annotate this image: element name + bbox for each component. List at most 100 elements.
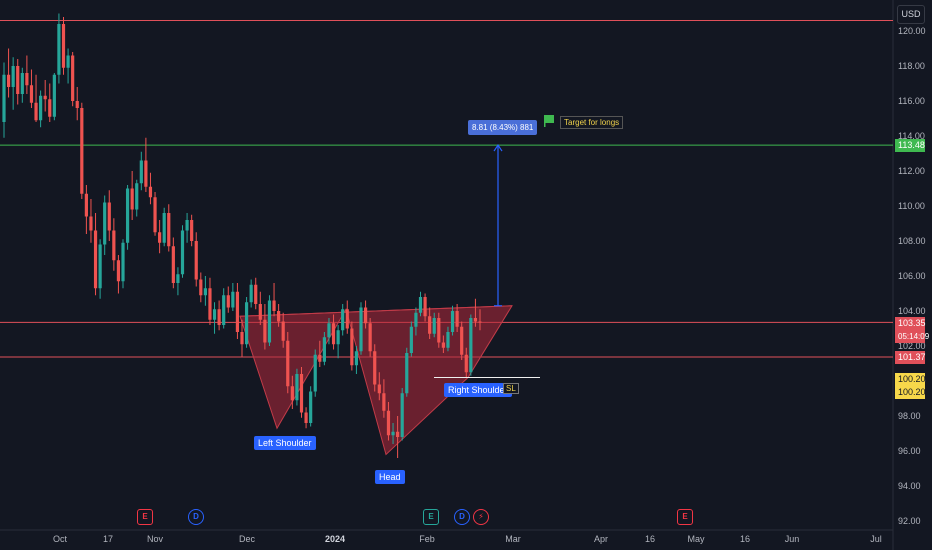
measure-label[interactable]: 8.81 (8.43%) 881 <box>468 120 538 135</box>
price-tick-label: 120.00 <box>898 26 926 36</box>
candle-body <box>11 66 15 87</box>
candle-body <box>258 304 262 320</box>
candle-body <box>139 160 143 184</box>
earnings-event-icon[interactable]: E <box>677 509 693 525</box>
measure-arrowhead <box>493 144 503 152</box>
price-tick-label: 112.00 <box>898 166 925 176</box>
candle-body <box>331 323 336 345</box>
candle-body <box>373 351 377 385</box>
split-event-icon[interactable]: ⚡ <box>473 509 489 525</box>
candle-body <box>473 318 478 322</box>
candle-body <box>414 312 418 327</box>
support-price-tag: 101.37 <box>895 351 926 364</box>
candle-body <box>359 307 363 352</box>
target-label[interactable]: Target for longs <box>560 116 624 129</box>
neckline <box>239 305 513 317</box>
candle-body <box>6 74 11 87</box>
candle-body <box>386 410 391 436</box>
time-tick-label: Oct <box>52 534 68 544</box>
candle-body <box>290 386 294 401</box>
stop-price-tag-2: 100.20 <box>895 386 926 399</box>
head-label[interactable]: Head <box>375 470 405 484</box>
candle-body <box>52 74 56 117</box>
candle-body <box>25 73 29 86</box>
earnings-event-icon[interactable]: E <box>137 509 153 525</box>
candle-body <box>345 309 349 329</box>
candle-body <box>322 337 326 362</box>
time-tick-label: 2024 <box>324 534 346 544</box>
candle-body <box>84 193 88 217</box>
candle-body <box>29 85 34 103</box>
candle-body <box>144 160 148 187</box>
candle-body <box>135 183 139 210</box>
candle-body <box>432 318 436 334</box>
time-tick-label: Jul <box>870 534 882 544</box>
price-tick-label: 102.00 <box>898 341 926 351</box>
time-tick-label: May <box>687 534 705 544</box>
candle-body <box>212 309 217 320</box>
candle-body <box>455 311 459 327</box>
candle-body <box>89 216 93 231</box>
price-tick-label: 106.00 <box>898 271 926 281</box>
dividend-event-icon[interactable]: D <box>454 509 470 525</box>
candle-body <box>350 328 354 366</box>
candle-body <box>231 291 235 308</box>
candle-body <box>341 309 345 331</box>
candle-body <box>194 241 198 280</box>
candle-body <box>240 332 244 345</box>
candle-body <box>75 101 79 108</box>
candle-body <box>222 295 226 325</box>
candle-body <box>309 391 313 423</box>
candle-body <box>162 213 166 243</box>
candle-body <box>48 99 52 117</box>
candle-body <box>148 186 153 198</box>
price-tick-label: 104.00 <box>898 306 926 316</box>
candle-body <box>158 232 162 243</box>
time-tick-label: 16 <box>644 534 656 544</box>
left-shoulder-label[interactable]: Left Shoulder <box>254 436 316 450</box>
candle-body <box>327 323 331 338</box>
target-price-tag: 113.48 <box>895 139 925 152</box>
candle-body <box>20 73 24 94</box>
candle-body <box>281 321 285 341</box>
currency-button[interactable]: USD <box>897 5 925 24</box>
earnings-event-icon[interactable]: E <box>423 509 439 525</box>
candle-body <box>336 330 340 345</box>
candle-body <box>450 311 455 332</box>
time-tick-label: Nov <box>146 534 164 544</box>
candle-body <box>176 274 180 283</box>
countdown-tag: 05:14:09 <box>895 330 929 343</box>
candle-body <box>441 342 445 348</box>
stop-loss-label[interactable]: SL <box>503 383 519 394</box>
candle-body <box>180 230 185 275</box>
candle-body <box>377 384 381 394</box>
candle-body <box>34 102 38 121</box>
candle-body <box>304 412 308 423</box>
time-tick-label: 16 <box>739 534 751 544</box>
price-tick-label: 94.00 <box>898 481 921 491</box>
candle-body <box>244 302 249 345</box>
flag-icon[interactable] <box>544 115 554 127</box>
candle-body <box>130 188 134 210</box>
candle-body <box>66 55 70 68</box>
candle-body <box>167 213 171 247</box>
candle-body <box>299 374 304 413</box>
candle-body <box>382 393 386 411</box>
candle-body <box>61 24 66 68</box>
candle-body <box>71 55 75 101</box>
time-tick-label: Dec <box>238 534 256 544</box>
candle-body <box>464 354 468 373</box>
candle-body <box>190 220 194 241</box>
right-shoulder-label[interactable]: Right Shoulder <box>444 383 512 397</box>
dividend-event-icon[interactable]: D <box>188 509 204 525</box>
candle-body <box>116 260 121 282</box>
stop-price-tag-1: 100.20 <box>895 373 926 386</box>
candle-body <box>409 326 413 353</box>
candle-body <box>423 297 427 317</box>
candle-body <box>125 188 130 243</box>
candle-body <box>80 108 84 194</box>
candle-body <box>286 340 290 387</box>
candle-body <box>418 297 423 313</box>
candle-body <box>405 353 409 394</box>
